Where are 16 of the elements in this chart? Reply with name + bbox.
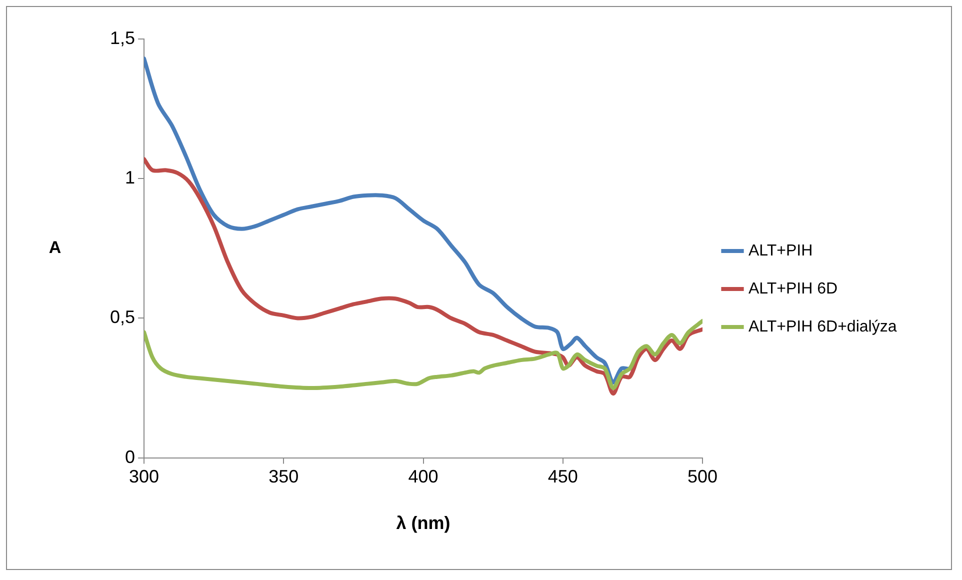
x-tick-label: 350 (268, 466, 299, 487)
legend-label: ALT+PIH 6D (748, 280, 838, 298)
x-tick-label: 300 (129, 466, 160, 487)
y-tick-label: 1,5 (110, 28, 136, 48)
y-tick-label: 0 (125, 446, 136, 467)
legend-label: ALT+PIH 6D+dialýza (748, 318, 897, 336)
y-axis-title: A (48, 238, 62, 258)
line-series (144, 157, 702, 396)
legend-label: ALT+PIH (748, 242, 813, 260)
x-tick-label: 450 (548, 466, 578, 487)
y-tick-label: 1 (125, 168, 136, 188)
x-tick-label: 500 (687, 466, 718, 487)
y-tick-label: 0,5 (110, 307, 136, 328)
x-tick-label: 400 (408, 466, 438, 487)
x-axis-title: λ (nm) (396, 513, 450, 534)
line-series (144, 318, 702, 390)
